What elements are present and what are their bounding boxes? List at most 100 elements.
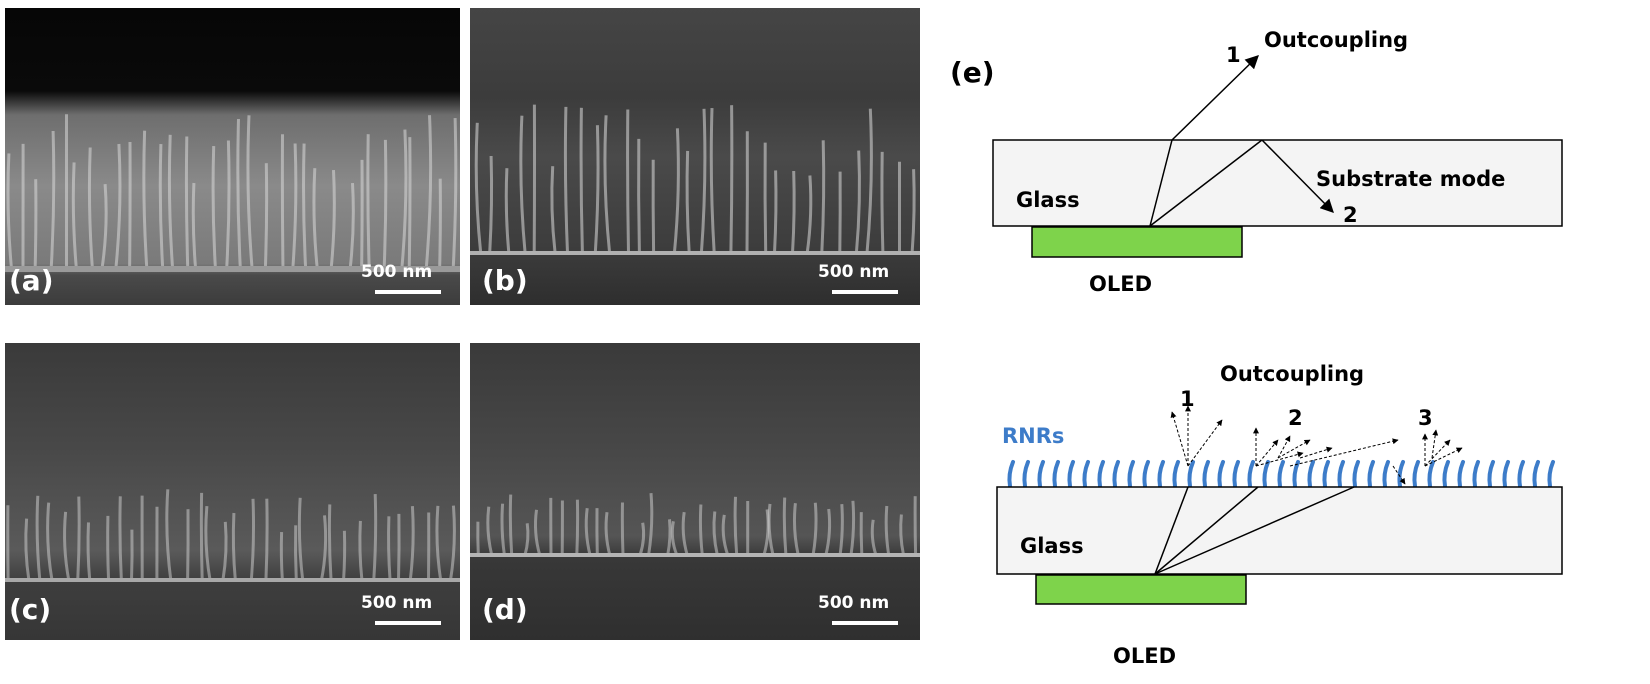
nanorod-texture — [249, 498, 256, 582]
nanorod-texture — [508, 494, 514, 556]
nanorod-texture — [263, 163, 269, 271]
nanorod-texture — [6, 153, 14, 271]
panel-letter-d: (d) — [482, 593, 528, 626]
nanorod — [1382, 460, 1390, 488]
nanorod-texture — [763, 142, 768, 254]
nanorod-texture — [63, 511, 71, 582]
nanorod-texture — [106, 515, 111, 582]
nanorod — [1322, 460, 1330, 488]
nanorod-texture — [603, 115, 612, 254]
nanorod — [1217, 460, 1225, 488]
nanorod-texture — [49, 130, 56, 271]
scattered-ray — [1431, 429, 1439, 459]
nanorod-texture — [319, 515, 328, 582]
ray-top-2-reflect — [1261, 139, 1334, 213]
nanorod-texture — [167, 134, 175, 271]
nanorod — [1397, 460, 1405, 488]
oled-layer-top — [1031, 226, 1243, 258]
nanorod-texture — [685, 150, 691, 254]
nanorod-texture — [342, 530, 347, 582]
nanorod-texture — [382, 139, 388, 271]
nanorod-texture — [899, 514, 905, 556]
nanorod — [1547, 460, 1555, 488]
nanorod-texture — [681, 511, 689, 556]
nanorod-texture — [24, 518, 31, 582]
nanorod-texture — [563, 106, 569, 254]
nanorod-texture — [533, 509, 542, 556]
sem-panel-a: (a) 500 nm — [5, 8, 460, 305]
sem-image-d — [470, 343, 920, 640]
nanorod — [1427, 460, 1435, 488]
nanorod-texture — [884, 505, 891, 556]
nanorod-texture — [870, 519, 878, 556]
nanorod-texture — [811, 502, 818, 556]
nanorod-texture — [236, 118, 242, 271]
nanorod-texture — [211, 146, 217, 271]
nanorod-texture — [438, 178, 442, 271]
nanorod — [1007, 460, 1015, 488]
scattered-ray — [1187, 419, 1223, 467]
nanorod — [1517, 460, 1525, 488]
ray-number-2-top: 2 — [1343, 203, 1358, 227]
nanorod-texture — [638, 522, 646, 556]
nanorod — [1022, 460, 1030, 488]
nanorod-texture — [593, 125, 600, 254]
nanorod-texture — [488, 155, 494, 254]
nanorod — [1232, 460, 1240, 488]
ray-top-2 — [1149, 139, 1263, 227]
nanorod-texture — [773, 170, 778, 254]
oled-label-top: OLED — [1089, 272, 1152, 296]
substrate-mode-label: Substrate mode — [1316, 167, 1505, 191]
nanorod-texture — [838, 503, 844, 556]
scale-bar-label-c: 500 nm — [361, 593, 433, 613]
glass-substrate-top — [992, 139, 1563, 227]
nanorod-texture — [165, 489, 173, 582]
outcoupling-label-top: Outcoupling — [1264, 28, 1408, 52]
ray-bottom-1 — [1154, 486, 1189, 575]
panel-letter-e: (e) — [950, 56, 995, 89]
nanorod-texture — [46, 502, 54, 582]
rnrs-label: RNRs — [1002, 424, 1064, 448]
nanorod-texture — [575, 499, 580, 556]
panel-letter-a: (a) — [9, 264, 54, 297]
panel-letter-b: (b) — [482, 264, 528, 297]
nanorod-texture — [865, 108, 873, 254]
nanorod — [1247, 460, 1255, 488]
nanorod-texture — [910, 169, 916, 254]
sem-panel-b: (b) 500 nm — [470, 8, 920, 305]
nanorod-texture — [791, 170, 796, 254]
nanorod-texture — [647, 492, 654, 556]
rnrs-nanorods — [1007, 460, 1555, 488]
ray-bottom-2 — [1154, 486, 1259, 575]
nanorod-texture — [297, 497, 305, 582]
nanorod-texture — [626, 109, 630, 254]
nanorod-texture — [327, 504, 333, 582]
nanorod — [1187, 460, 1195, 488]
nanorod — [1142, 460, 1150, 488]
nanorod-texture — [448, 505, 456, 582]
nanorod-texture — [451, 118, 458, 271]
nanorod-texture — [312, 168, 319, 271]
nanorod — [1037, 460, 1045, 488]
nanorod-texture — [721, 514, 730, 556]
nanorod — [1442, 460, 1450, 488]
nanorod-texture — [733, 496, 739, 556]
nanorod — [1307, 460, 1315, 488]
nanorod-texture — [264, 498, 269, 582]
nanorod-texture — [246, 115, 254, 271]
nanorod — [1127, 460, 1135, 488]
nanorod-texture — [360, 159, 364, 271]
glass-substrate-bottom — [996, 486, 1563, 575]
nanorod-texture — [584, 508, 592, 556]
scale-bar-label-b: 500 nm — [818, 262, 890, 282]
nanorod-texture — [114, 143, 122, 271]
nanorod — [1052, 460, 1060, 488]
nanorod-texture — [637, 138, 641, 254]
nanorod — [1097, 460, 1105, 488]
nanorod-texture — [435, 505, 443, 582]
scale-bar-b — [832, 290, 898, 294]
nanorod — [1352, 460, 1360, 488]
nanorod-texture — [672, 128, 680, 254]
ray-bottom-3 — [1154, 486, 1355, 575]
scale-bar-a — [375, 290, 441, 294]
